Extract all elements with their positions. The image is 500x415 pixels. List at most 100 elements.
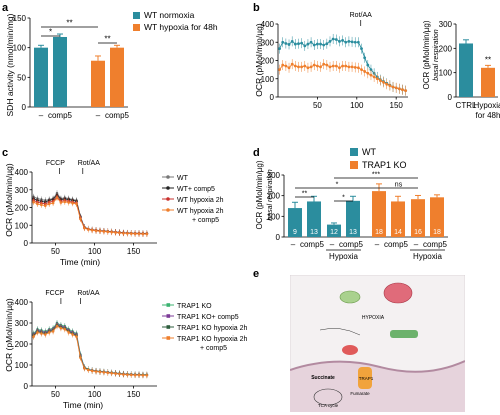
xlabel-c2: Time (min) [63, 400, 103, 410]
a-bar [110, 47, 124, 107]
c1-point [55, 196, 59, 200]
c1-point [86, 228, 90, 231]
b1-point [306, 66, 310, 70]
b1-point [366, 71, 370, 75]
c2-point [126, 373, 129, 376]
c2-y-tick-label: 400 [15, 298, 29, 307]
c1-x-tick-label: 50 [51, 247, 60, 256]
b1-point [328, 65, 332, 69]
b1-point [328, 39, 332, 43]
c2-point [83, 367, 86, 370]
c2-annotation: FCCP [45, 290, 64, 297]
b1-point [309, 40, 313, 44]
b1-point [391, 85, 395, 89]
b1-point [347, 39, 351, 43]
pathway-trap1: TRAP1 [359, 376, 374, 381]
d-x-label: – [414, 240, 419, 249]
c2-legend-marker [166, 303, 171, 307]
chart-b1: OCR (pMol/min/µg) 0 100 200 300 400 50 100 150 R… [254, 12, 408, 110]
c2-point [55, 324, 59, 328]
b2-y-tick-label: 100 [439, 69, 453, 78]
a-legend-swatch [133, 24, 140, 31]
c2-point [63, 328, 67, 331]
c1-point [110, 230, 113, 234]
c1-x-tick-label: 150 [127, 247, 141, 256]
d-bar [430, 197, 444, 237]
d-sig-label: ns [395, 182, 403, 189]
a-bar [34, 47, 48, 107]
b1-point [388, 84, 392, 88]
b1-point [312, 43, 316, 47]
c1-point [102, 230, 106, 233]
pathway-tca: TCA cycle [318, 403, 339, 408]
c2-point [40, 332, 43, 335]
b1-point [360, 68, 363, 72]
b2-sig-label: ** [485, 55, 491, 64]
b1-point [315, 42, 319, 46]
ylabel-c2: OCR (pMol/min/µg) [4, 298, 14, 372]
c1-point [129, 232, 133, 235]
c1-point [43, 204, 47, 208]
b1-point [281, 40, 285, 44]
b1-point [325, 63, 329, 67]
b1-point [366, 63, 370, 67]
c2-point [114, 372, 117, 375]
c2-point [75, 335, 78, 338]
b1-point [284, 64, 288, 68]
chart-c2: OCR (pMol/min/µg) Time (min) 0 100 200 300 4… [4, 290, 248, 410]
d-sig-label: ** [302, 191, 308, 198]
d-sig-label: *** [372, 172, 380, 179]
c1-x-tick-label: 100 [88, 247, 102, 256]
b1-point [278, 47, 281, 51]
c2-legend-marker [166, 336, 171, 340]
b2-y-tick-label: 300 [439, 20, 453, 29]
b1-point [356, 40, 360, 44]
b1-point [315, 64, 319, 68]
c2-point [118, 372, 121, 376]
c2-point [141, 373, 145, 377]
a-sig-label: ** [66, 19, 72, 28]
b1-point [385, 82, 389, 86]
d-group-label: Hypoxia [413, 252, 442, 261]
b1-point [363, 70, 367, 73]
b1-x-tick-label: 50 [313, 101, 322, 110]
b1-point [322, 62, 326, 66]
enzyme-icon [342, 345, 358, 355]
c1-point [106, 230, 110, 234]
b1-point [290, 39, 294, 43]
panel-letter-a: a [2, 2, 9, 14]
d-y-tick-label: 300 [267, 171, 281, 180]
b1-point [372, 75, 376, 79]
c1-point [75, 202, 78, 206]
c2-point [51, 330, 55, 333]
b1-point [303, 64, 307, 68]
b1-point [344, 64, 348, 68]
a-x-label: comp5 [105, 111, 130, 120]
c1-point [98, 229, 102, 233]
c1-point [137, 232, 141, 236]
b1-point [278, 68, 281, 72]
d-sig-label: * [342, 195, 345, 202]
d-n-label: 13 [349, 229, 357, 236]
c1-legend-marker [166, 175, 170, 179]
c1-point [36, 202, 39, 206]
b1-point [319, 65, 322, 69]
c2-legend-marker [166, 314, 171, 318]
panel-letter-b: b [253, 2, 260, 14]
b1-annotation: Rot/AA [350, 12, 373, 19]
c2-point [79, 356, 82, 359]
c2-series-line [33, 325, 147, 376]
d-bar [307, 201, 321, 237]
c2-point [71, 333, 74, 336]
b1-point [300, 65, 304, 69]
cell-a-icon [339, 290, 361, 304]
b1-point [293, 64, 297, 68]
b1-point [375, 77, 379, 81]
c2-point [43, 333, 47, 336]
d-n-label: 13 [310, 229, 318, 236]
b1-point [297, 65, 300, 69]
b1-point [322, 43, 326, 47]
d-x-label: comp5 [423, 240, 448, 249]
c2-annotation: Rot/AA [77, 290, 100, 297]
c1-point [122, 231, 125, 235]
